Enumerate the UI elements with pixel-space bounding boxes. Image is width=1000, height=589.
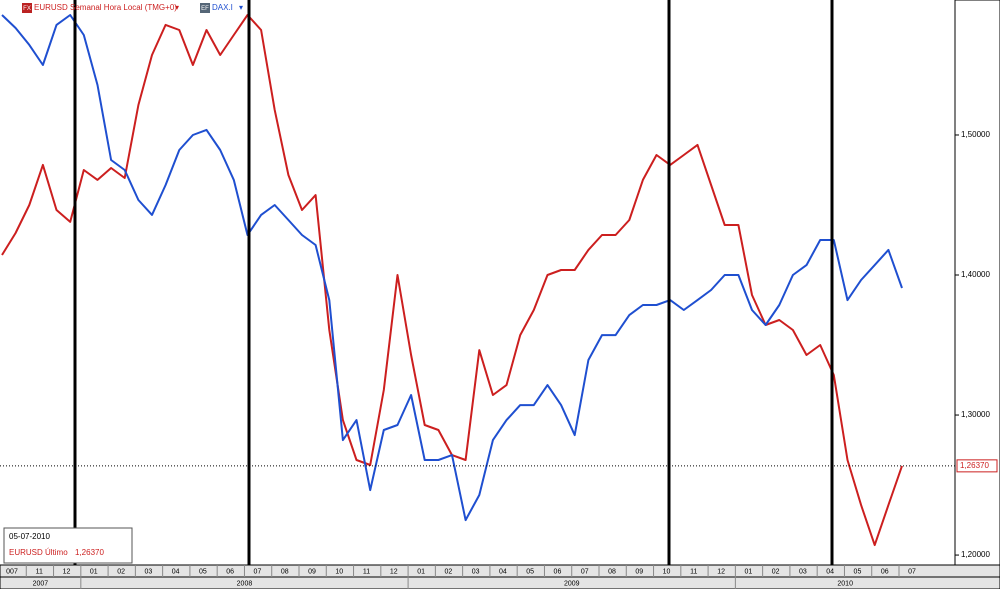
x-tick-label: 05 — [854, 568, 862, 575]
event-lines — [73, 0, 834, 565]
x-tick-label: 01 — [90, 568, 98, 575]
x-tick-label: 08 — [608, 568, 616, 575]
y-tick-label: 1,50000 — [961, 130, 990, 139]
x-tick-label: 01 — [744, 568, 752, 575]
legend-dropdown[interactable]: ▾ — [175, 3, 179, 12]
x-tick-label: 07 — [908, 568, 916, 575]
x-tick-label: 03 — [472, 568, 480, 575]
legend-label: EURUSD Semanal Hora Local (TMG+0) — [34, 3, 177, 12]
x-tick-label: 04 — [826, 568, 834, 575]
series-line — [1, 14, 903, 522]
info-name: EURUSD Último — [9, 548, 68, 557]
x-tick-label: 07 — [581, 568, 589, 575]
x-tick-label: 12 — [717, 568, 725, 575]
x-tick-label: 06 — [554, 568, 562, 575]
x-tick-label: 06 — [226, 568, 234, 575]
x-tick-label: 04 — [172, 568, 180, 575]
y-tick-label: 1,40000 — [961, 270, 990, 279]
legend-icon — [200, 3, 210, 13]
x-tick-label: 02 — [444, 568, 452, 575]
x-tick-label: 10 — [335, 568, 343, 575]
x-tick-label: 09 — [308, 568, 316, 575]
info-value: 1,26370 — [75, 548, 104, 557]
year-label: 2008 — [237, 580, 253, 587]
x-tick-label: 02 — [117, 568, 125, 575]
legend-icon-label: EF — [201, 6, 209, 12]
legend-icon-label: FX — [23, 6, 31, 12]
y-tick-label: 1,20000 — [961, 550, 990, 559]
x-tick-label: 007 — [6, 568, 18, 575]
legend-label: DAX.I — [212, 3, 233, 12]
y-tick-label: 1,30000 — [961, 410, 990, 419]
year-label: 2007 — [33, 580, 49, 587]
last-value-label: 1,26370 — [960, 461, 989, 470]
last-value-box — [956, 459, 998, 473]
legend-icon — [22, 3, 32, 13]
legend-dropdown[interactable]: ▾ — [239, 3, 243, 12]
x-tick-label: 01 — [417, 568, 425, 575]
x-tick-label: 08 — [281, 568, 289, 575]
x-tick-label: 04 — [499, 568, 507, 575]
x-tick-label: 05 — [526, 568, 534, 575]
x-tick-label: 10 — [663, 568, 671, 575]
y-axis-panel — [954, 0, 1000, 566]
x-tick-label: 11 — [690, 568, 697, 575]
x-tick-label: 12 — [63, 568, 71, 575]
x-tick-label: 07 — [254, 568, 262, 575]
x-tick-label: 03 — [144, 568, 152, 575]
x-tick-label: 02 — [772, 568, 780, 575]
x-tick-label: 11 — [36, 568, 43, 575]
x-tick-label: 03 — [799, 568, 807, 575]
x-tick-label: 09 — [635, 568, 643, 575]
x-tick-label: 05 — [199, 568, 207, 575]
info-box — [3, 527, 133, 564]
info-date: 05-07-2010 — [9, 532, 50, 541]
x-tick-label: 11 — [363, 568, 370, 575]
x-tick-label: 12 — [390, 568, 398, 575]
year-label: 2010 — [837, 580, 853, 587]
year-label: 2009 — [564, 580, 580, 587]
x-tick-label: 06 — [881, 568, 889, 575]
